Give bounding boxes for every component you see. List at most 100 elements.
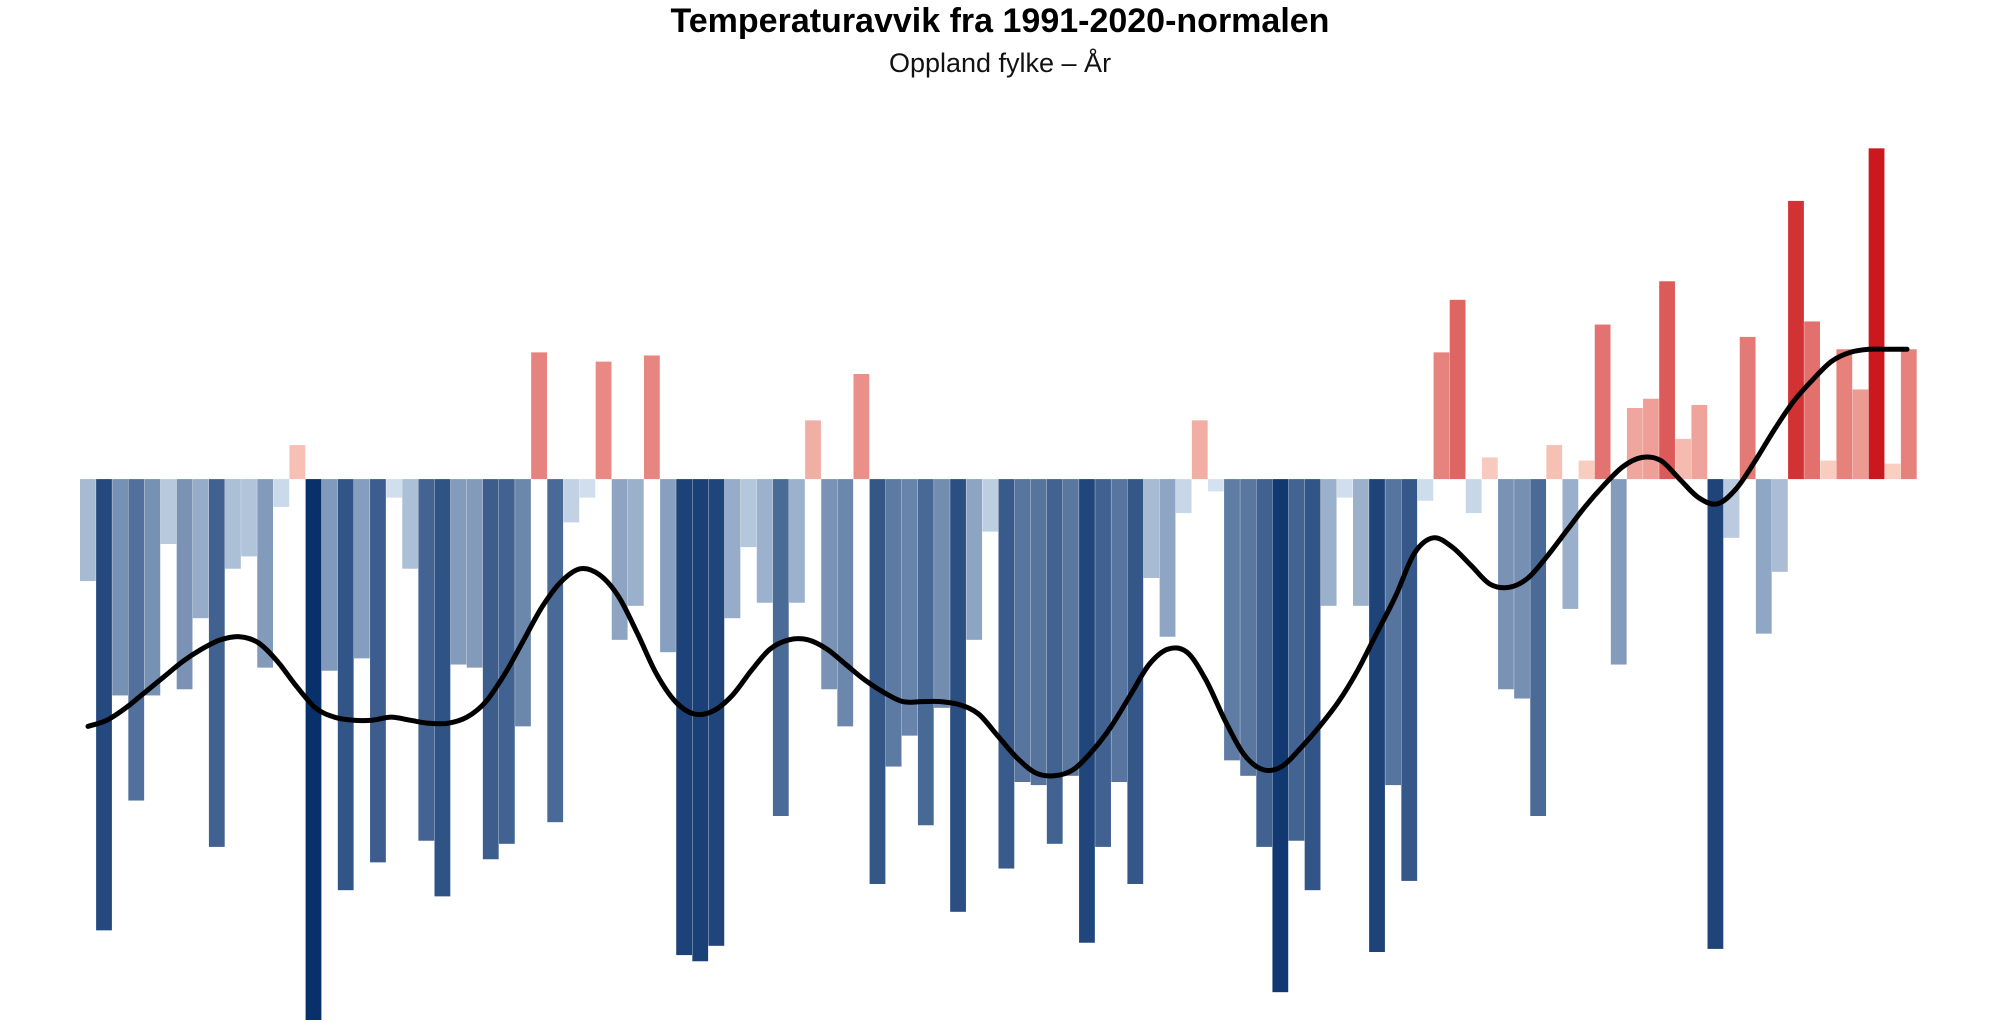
bar: [563, 479, 580, 523]
bar: [547, 479, 564, 823]
bar: [1868, 148, 1885, 480]
bar: [1610, 479, 1627, 665]
chart-title: Temperaturavvik fra 1991-2020-normalen: [670, 2, 1330, 40]
bar: [418, 479, 435, 841]
bar: [1755, 479, 1772, 634]
bar: [321, 479, 338, 671]
bar: [289, 445, 306, 480]
bar: [1175, 479, 1192, 514]
bar: [1191, 420, 1208, 480]
bar: [1369, 479, 1385, 952]
bar: [1643, 398, 1659, 480]
bar: [80, 479, 96, 582]
bar: [305, 479, 322, 1021]
bar: [1079, 479, 1095, 943]
bar: [353, 479, 370, 659]
bar: [225, 479, 241, 569]
bar: [805, 420, 821, 480]
bar: [982, 479, 999, 532]
bar: [1095, 479, 1111, 847]
bar: [1159, 479, 1176, 637]
chart-subtitle: Oppland fylke – År: [888, 48, 1112, 78]
bar: [1675, 438, 1692, 480]
bar: [1111, 479, 1128, 782]
bar: [998, 479, 1015, 869]
bar: [96, 479, 112, 931]
bar: [740, 479, 757, 548]
bar: [402, 479, 419, 569]
bar: [692, 479, 709, 962]
bar: [627, 479, 644, 606]
bars-group: [80, 148, 1917, 1021]
bar: [837, 479, 854, 727]
bar: [1481, 457, 1498, 480]
bar: [966, 479, 983, 640]
bar: [1465, 479, 1482, 514]
bar: [386, 479, 402, 498]
bar: [917, 479, 934, 826]
bar: [772, 479, 789, 816]
bar: [466, 479, 483, 668]
bar: [724, 479, 741, 619]
bar: [1046, 479, 1063, 844]
bar: [708, 479, 725, 946]
bar: [1030, 479, 1047, 786]
bar: [1353, 479, 1369, 606]
bar: [531, 352, 547, 480]
bar: [885, 479, 902, 767]
bar: [337, 479, 354, 891]
bar: [595, 361, 612, 480]
bar: [241, 479, 257, 557]
bar: [1594, 324, 1611, 480]
bar: [1546, 445, 1563, 480]
bar: [1207, 479, 1224, 492]
bar: [1691, 404, 1708, 480]
bar: [1707, 479, 1724, 949]
smoothed-trend-line: [85, 346, 1910, 779]
bar: [934, 479, 950, 708]
bar: [144, 479, 161, 696]
bar: [579, 479, 596, 498]
bar: [160, 479, 177, 544]
bar: [611, 479, 628, 640]
bar: [1288, 479, 1305, 841]
bar: [1401, 479, 1418, 881]
bar: [192, 479, 209, 619]
bar: [1836, 349, 1853, 480]
bar: [853, 374, 870, 480]
bar: [176, 479, 193, 690]
bar: [950, 479, 966, 912]
bar: [1143, 479, 1160, 578]
bar: [1062, 479, 1079, 776]
bar: [1820, 460, 1837, 480]
bar: [1626, 408, 1643, 480]
bar: [112, 479, 129, 696]
bar: [1224, 479, 1240, 761]
bar: [1240, 479, 1256, 776]
bar: [1449, 299, 1466, 480]
bar: [370, 479, 386, 863]
bar: [643, 355, 660, 480]
bar: [1578, 460, 1595, 480]
bar: [1304, 479, 1321, 891]
bar: [1788, 200, 1804, 480]
bar: [1272, 479, 1289, 993]
bar: [482, 479, 499, 860]
bar: [498, 479, 515, 844]
bar: [1852, 389, 1869, 480]
bar: [789, 479, 805, 603]
bar: [208, 479, 225, 847]
bar: [1320, 479, 1337, 606]
bar: [1336, 479, 1353, 498]
bar: [257, 479, 274, 668]
bar: [1659, 281, 1675, 480]
bar: [1771, 479, 1788, 572]
bar: [676, 479, 693, 956]
bar: [1514, 479, 1530, 699]
bar: [515, 479, 531, 727]
bar: [1498, 479, 1514, 690]
bar: [1739, 336, 1756, 480]
bar: [1127, 479, 1144, 884]
bar: [821, 479, 838, 690]
